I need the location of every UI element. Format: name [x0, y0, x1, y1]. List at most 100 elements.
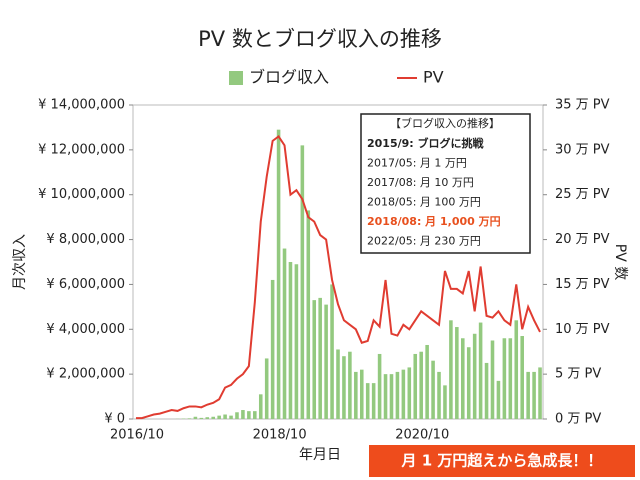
annotation-box: [360, 113, 531, 254]
y2-tick-label: 0 万 PV: [555, 412, 601, 427]
y2-tick-label: 10 万 PV: [555, 322, 610, 337]
bar: [526, 371, 530, 419]
bar: [532, 371, 536, 419]
bar: [449, 320, 453, 419]
y-tick-label: ¥ 6,000,000: [46, 277, 125, 292]
y2-tick-label: 25 万 PV: [555, 187, 610, 202]
bar: [330, 284, 334, 419]
bar: [324, 304, 328, 419]
bar: [288, 262, 293, 419]
bar: [443, 385, 447, 419]
bar: [276, 129, 281, 419]
bar: [282, 248, 287, 419]
legend-label: PV: [423, 68, 444, 87]
y2-axis-label: PV 数: [612, 244, 628, 280]
x-tick-label: 2016/10: [110, 428, 164, 443]
bar: [407, 367, 412, 419]
bar: [419, 351, 423, 419]
bar: [389, 374, 394, 419]
bar: [496, 380, 501, 419]
bar: [235, 412, 239, 419]
bar: [318, 297, 322, 419]
bar: [377, 353, 382, 419]
bar: [461, 338, 465, 419]
bar: [199, 417, 204, 419]
bar: [466, 347, 471, 419]
line: [135, 134, 541, 420]
x-tick-label: 2020/10: [395, 428, 449, 443]
bar: [354, 371, 358, 419]
annotation-line: 2018/08: 月 1,000 万円: [367, 215, 501, 228]
bar: [223, 414, 227, 419]
bar: [229, 415, 233, 419]
y-tick-label: ¥ 14,000,000: [38, 98, 125, 113]
bar: [437, 371, 441, 419]
bar: [490, 340, 495, 419]
bar: [306, 210, 311, 419]
bar: [342, 356, 346, 419]
bar: [258, 394, 263, 419]
bar: [264, 358, 269, 419]
annotation-line: 2018/05: 月 100 万円: [367, 196, 481, 209]
bar: [538, 367, 542, 419]
bar: [205, 417, 210, 419]
bar: [348, 351, 352, 419]
bar: [247, 411, 251, 419]
bar: [431, 360, 435, 419]
bar: [514, 320, 519, 419]
bar: [413, 353, 418, 419]
bar: [336, 349, 340, 419]
y-tick-label: ¥ 2,000,000: [46, 367, 125, 382]
legend-label: ブログ収入: [249, 68, 329, 87]
bar: [193, 416, 198, 419]
bar: [312, 300, 317, 419]
bar: [365, 383, 370, 419]
bar: [395, 371, 400, 419]
y-axis-label: 月次収入: [12, 234, 28, 290]
bar: [211, 416, 215, 419]
bar: [187, 418, 192, 419]
legend-swatch: [229, 71, 243, 85]
y-tick-label: ¥ 10,000,000: [38, 187, 125, 202]
y2-tick-label: 5 万 PV: [555, 367, 601, 382]
callout: 月 1 万円超えから急成長！！: [401, 452, 603, 470]
bar: [502, 338, 507, 419]
bar: [472, 333, 477, 419]
annotation-line: 2015/9: ブログに挑戦: [367, 136, 485, 150]
annotation-line: 2017/05: 月 1 万円: [367, 157, 467, 170]
annotation-title: 【ブログ収入の推移】: [390, 116, 500, 130]
y2-tick-label: 35 万 PV: [555, 98, 610, 113]
bar: [359, 369, 364, 419]
bar: [383, 374, 388, 419]
bar: [253, 411, 257, 419]
annotation-line: 2022/05: 月 230 万円: [367, 235, 481, 248]
y2-tick-label: 15 万 PV: [555, 277, 610, 292]
y2-tick-label: 20 万 PV: [555, 232, 610, 247]
y-tick-label: ¥ 0: [104, 412, 125, 427]
bar: [371, 383, 376, 419]
bar: [508, 338, 513, 419]
y-tick-label: ¥ 12,000,000: [38, 142, 125, 157]
bar: [520, 336, 524, 419]
bar: [241, 410, 245, 419]
bar: [270, 279, 275, 419]
annotation-line: 2017/08: 月 10 万円: [367, 176, 474, 189]
callout-box: [369, 445, 635, 477]
y-tick-label: ¥ 8,000,000: [46, 232, 125, 247]
bar: [478, 322, 483, 419]
plot-area: ¥ 0 ¥ 2,000,000 ¥ 4,000,000 ¥ 6,000,000 ¥ 8,…: [38, 98, 609, 443]
y2-tick-label: 30 万 PV: [555, 142, 610, 157]
bar: [425, 344, 429, 419]
bar: [455, 327, 459, 419]
bar: [294, 264, 299, 419]
x-axis-label: 年月日: [299, 447, 341, 463]
bar: [401, 369, 406, 419]
bar: [300, 145, 305, 419]
y-tick-label: ¥ 4,000,000: [46, 322, 125, 337]
bar: [484, 362, 489, 419]
bar: [217, 415, 221, 419]
x-tick-label: 2018/10: [253, 428, 307, 443]
chart-title: PV 数とブログ収入の推移: [198, 27, 442, 51]
annotation-lines: 2015/9: ブログに挑戦 2017/05: 月 1 万円 2017/08: 月 …: [367, 136, 501, 248]
